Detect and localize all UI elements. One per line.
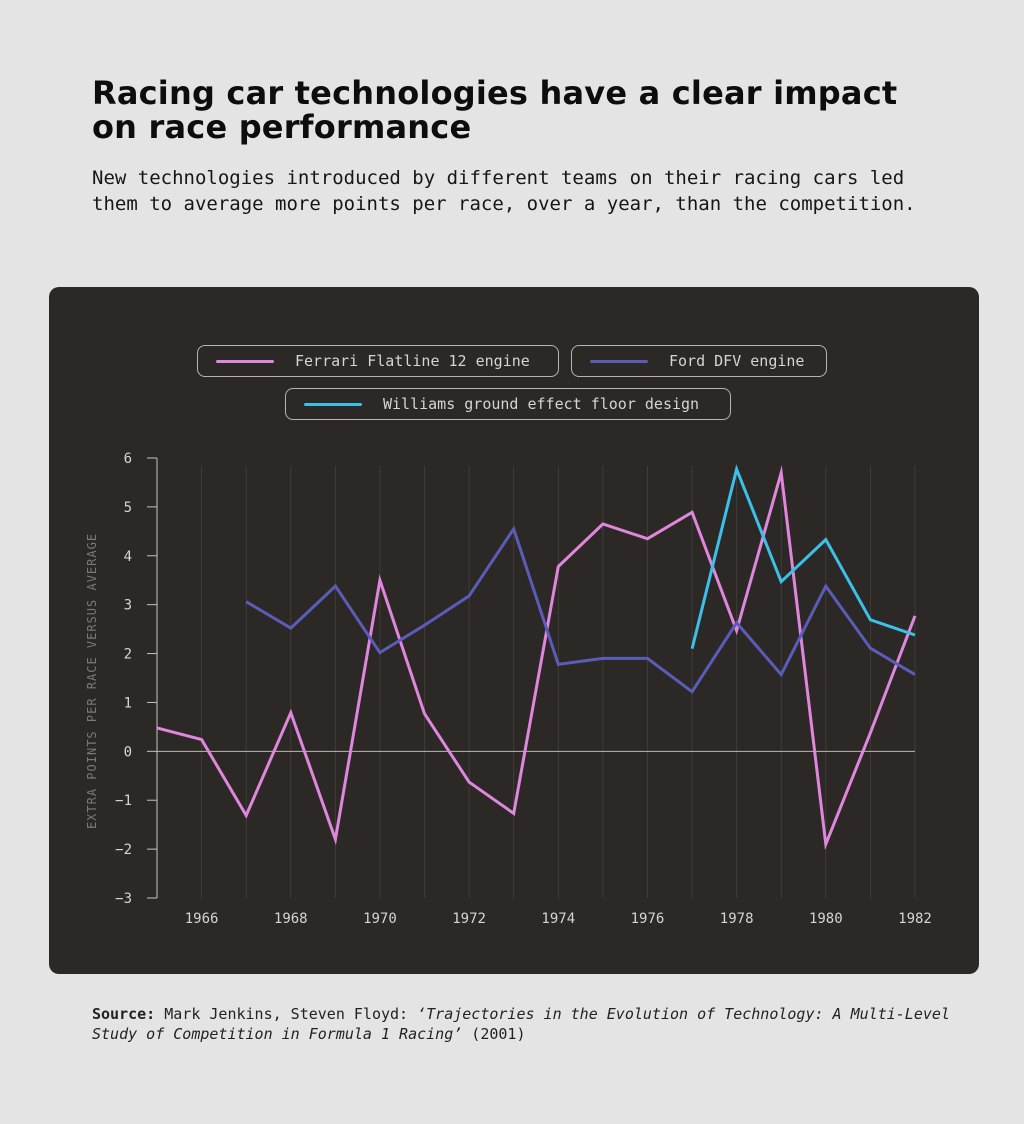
series-line-ford bbox=[245, 525, 916, 694]
series-line-williams bbox=[690, 464, 916, 650]
chart-subtitle: New technologies introduced by different… bbox=[92, 167, 916, 215]
legend-label-ford: Ford DFV engine bbox=[669, 352, 805, 370]
legend-swatch-ford bbox=[590, 359, 648, 363]
legend-item-ferrari[interactable]: Ferrari Flatline 12 engine bbox=[197, 345, 559, 377]
line-chart: −3 −2 −1 0 1 2 3 4 5 6 1966 1968 1970 1972 1974 1976 197… bbox=[115, 451, 932, 927]
x-tick-label-1974: 1974 bbox=[541, 911, 575, 927]
source-note: Source: Mark Jenkins, Steven Floyd: ‘Tra… bbox=[92, 1004, 952, 1044]
series-line-ferrari bbox=[156, 465, 917, 851]
chart-title: Racing car technologies have a clear imp… bbox=[92, 74, 898, 146]
legend-label-williams: Williams ground effect floor design bbox=[383, 395, 700, 413]
y-tick-label-5: 5 bbox=[124, 500, 132, 516]
y-tick-label-1: 1 bbox=[124, 695, 132, 711]
source-authors: Mark Jenkins, Steven Floyd: bbox=[164, 1005, 409, 1023]
x-tick-label-1966: 1966 bbox=[185, 911, 219, 927]
x-tick-label-1980: 1980 bbox=[809, 911, 843, 927]
source-work: ‘Trajectories in the Evolution of Techno… bbox=[92, 1005, 950, 1043]
x-tick-label-1968: 1968 bbox=[274, 911, 308, 927]
y-tick-label--2: −2 bbox=[115, 842, 132, 858]
legend-swatch-williams bbox=[304, 402, 362, 406]
x-tick-label-1970: 1970 bbox=[363, 911, 397, 927]
legend-item-williams[interactable]: Williams ground effect floor design bbox=[285, 388, 731, 420]
chart-panel: Ferrari Flatline 12 engine Ford DFV engi… bbox=[49, 287, 979, 974]
legend-item-ford[interactable]: Ford DFV engine bbox=[571, 345, 827, 377]
y-tick-label--3: −3 bbox=[115, 891, 132, 907]
y-tick-label-0: 0 bbox=[124, 744, 132, 760]
x-tick-label-1978: 1978 bbox=[720, 911, 754, 927]
y-tick-label-6: 6 bbox=[124, 451, 132, 467]
y-tick-label-2: 2 bbox=[124, 647, 132, 663]
y-tick-label-3: 3 bbox=[124, 598, 132, 614]
source-label: Source: bbox=[92, 1005, 156, 1023]
source-year: (2001) bbox=[471, 1025, 526, 1043]
legend-label-ferrari: Ferrari Flatline 12 engine bbox=[295, 352, 530, 370]
x-tick-label-1976: 1976 bbox=[631, 911, 665, 927]
x-tick-label-1972: 1972 bbox=[452, 911, 486, 927]
y-tick-label--1: −1 bbox=[115, 793, 132, 809]
y-tick-label-4: 4 bbox=[124, 549, 132, 565]
legend-swatch-ferrari bbox=[216, 359, 274, 363]
x-tick-label-1982: 1982 bbox=[898, 911, 932, 927]
